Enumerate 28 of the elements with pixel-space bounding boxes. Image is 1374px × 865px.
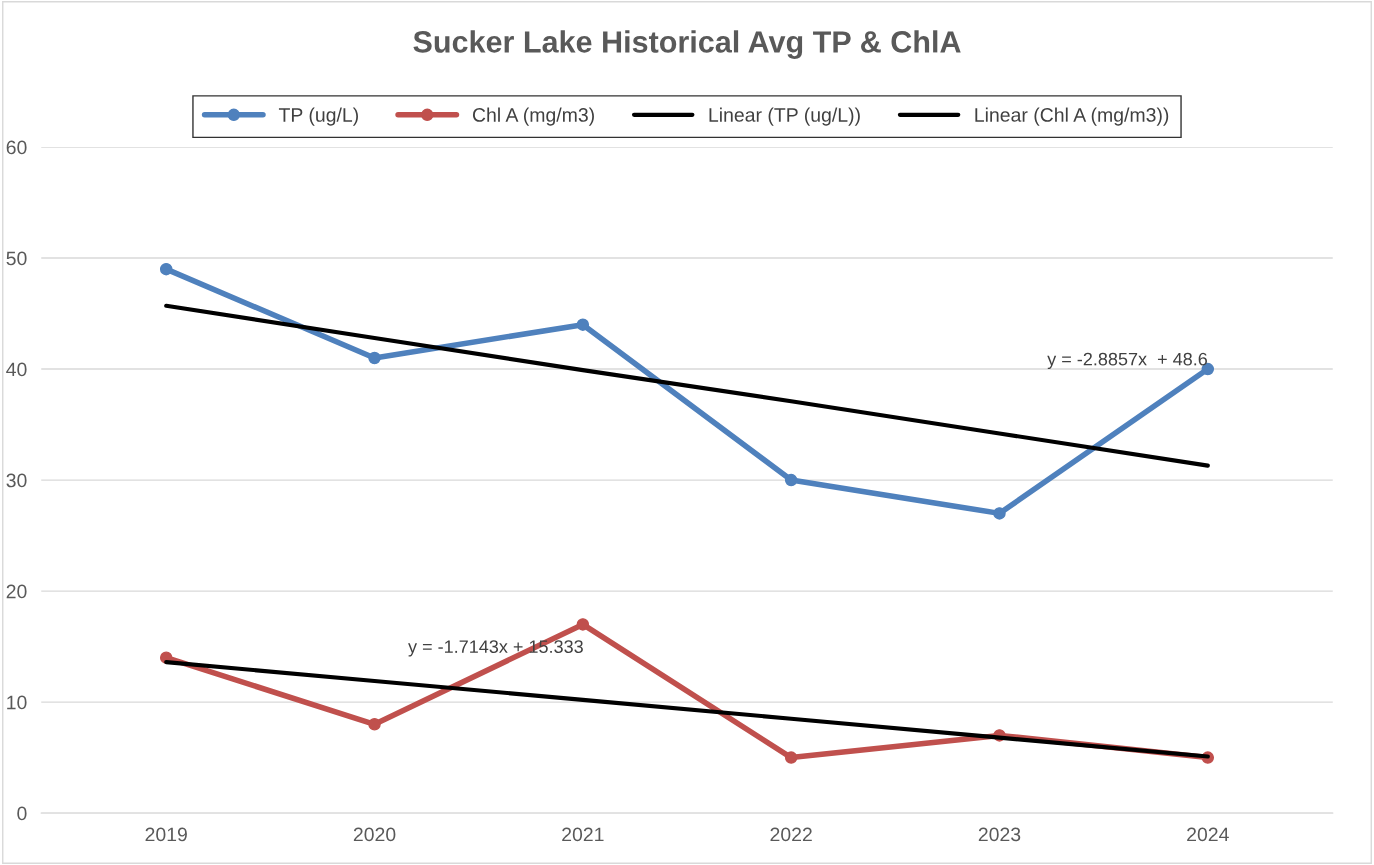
legend-label: Linear (TP (ug/L)) xyxy=(709,107,860,126)
point xyxy=(576,618,590,631)
y-tick-label: 60 xyxy=(6,140,27,155)
point xyxy=(368,351,381,365)
legend-label: Linear (Chl A (mg/m3)) xyxy=(975,107,1169,126)
point xyxy=(784,751,798,764)
x-tick-label: 2021 xyxy=(562,827,604,842)
point xyxy=(159,262,173,276)
y-tick-label: 0 xyxy=(17,806,27,821)
annotation: y = -2.8857x + 48.6 xyxy=(1047,352,1208,370)
point xyxy=(576,318,590,331)
y-tick-label: 40 xyxy=(6,362,27,377)
line-series xyxy=(164,303,1210,468)
point xyxy=(784,473,798,487)
x-tick-label: 2023 xyxy=(978,827,1021,842)
x-tick-label: 2024 xyxy=(1187,827,1229,842)
legend-label: TP (ug/L) xyxy=(278,107,358,126)
x-tick-label: 2022 xyxy=(770,827,812,842)
point xyxy=(368,718,381,731)
y-tick-label: 10 xyxy=(7,695,27,710)
y-tick-label: 50 xyxy=(6,251,27,266)
point xyxy=(993,507,1006,520)
x-tick-label: 2020 xyxy=(353,827,396,842)
chart-title: Sucker Lake Historical Avg TP & ChlA xyxy=(413,30,961,59)
y-tick-label: 30 xyxy=(6,473,27,488)
legend-label: Chl A (mg/m3) xyxy=(472,107,594,126)
y-tick-label: 20 xyxy=(6,584,27,599)
x-tick-label: 2019 xyxy=(145,827,187,842)
